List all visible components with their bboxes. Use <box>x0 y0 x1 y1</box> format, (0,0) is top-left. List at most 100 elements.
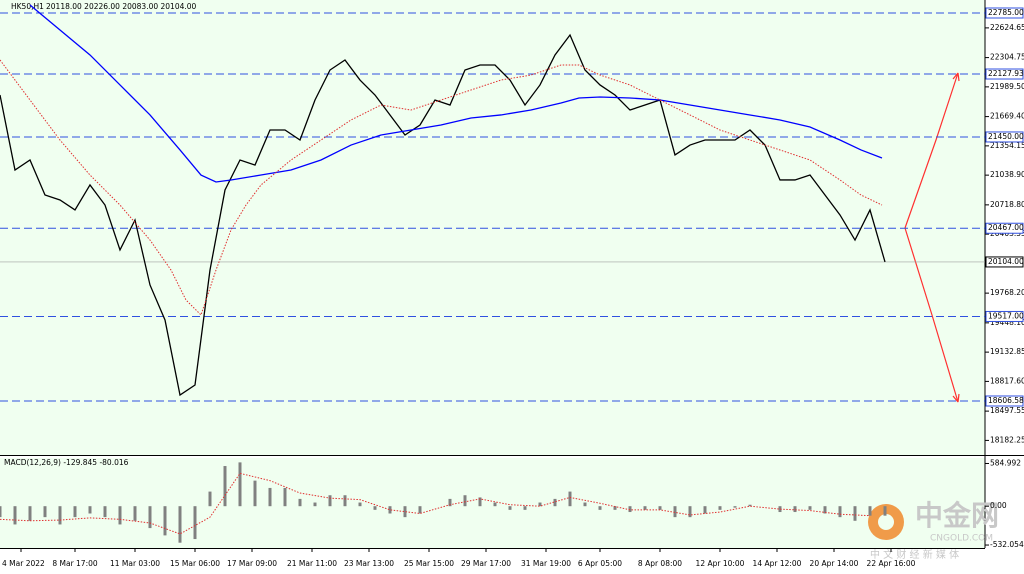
arrow-down <box>904 227 959 403</box>
macd-bar <box>748 504 752 507</box>
macd-bar <box>868 506 872 516</box>
macd-bar <box>643 506 647 510</box>
x-tick-label: 23 Mar 13:00 <box>344 559 394 568</box>
macd-bar <box>283 487 287 507</box>
level-label: 20467.00 <box>988 223 1024 232</box>
y-tick-label: 21989.50 <box>990 82 1024 91</box>
y-tick-label: 19132.85 <box>990 347 1024 356</box>
x-tick-label: 4 Mar 2022 <box>2 559 45 568</box>
macd-bar <box>373 506 377 510</box>
macd-bar <box>148 506 152 529</box>
y-tick-label: 20718.80 <box>990 200 1024 209</box>
y-tick-label: 22624.65 <box>990 23 1024 32</box>
arrow-head <box>952 393 960 403</box>
x-tick-label: 8 Apr 08:00 <box>638 559 682 568</box>
macd-bar <box>778 506 782 513</box>
macd-bar <box>793 506 797 513</box>
macd-bar <box>418 506 422 514</box>
macd-bar <box>523 506 527 510</box>
level-label: 22785.00 <box>988 8 1024 17</box>
x-tick-label: 17 Mar 09:00 <box>227 559 277 568</box>
macd-bar <box>508 506 512 510</box>
logo <box>878 514 894 530</box>
brand: 中金网 <box>915 499 999 532</box>
current-price-label: 20104.00 <box>988 257 1024 266</box>
x-tick-label: 29 Mar 17:00 <box>461 559 511 568</box>
macd-bar <box>823 506 827 514</box>
macd-bar <box>58 506 62 525</box>
macd-bar <box>883 506 887 516</box>
y-tick-label: 21354.15 <box>990 141 1024 150</box>
macd-bar <box>388 506 392 514</box>
y-tick-label: 0.00 <box>990 501 1007 510</box>
y-tick-label: 18817.60 <box>990 376 1024 385</box>
macd-bar <box>808 506 812 510</box>
macd-bar <box>478 497 482 507</box>
macd-bar <box>223 466 227 507</box>
macd-bar <box>703 506 707 514</box>
macd-bar <box>448 498 452 507</box>
macd-bar <box>178 506 182 543</box>
macd-bar <box>733 506 737 508</box>
macd-bar <box>403 506 407 518</box>
macd-bar <box>313 502 317 507</box>
level-box <box>985 310 1024 322</box>
level-box <box>985 7 1024 19</box>
level-box <box>985 222 1024 234</box>
level-box <box>985 68 1024 80</box>
macd-bar <box>343 495 347 507</box>
y-tick-label: -532.054 <box>990 540 1024 549</box>
macd-bar <box>538 502 542 507</box>
x-tick-label: 11 Mar 03:00 <box>110 559 160 568</box>
level-label: 18606.58 <box>988 396 1024 405</box>
arrows <box>904 72 960 403</box>
y-tick-label: 21038.90 <box>990 170 1024 179</box>
macd-bar <box>358 502 362 507</box>
macd-bar <box>28 506 32 521</box>
macd-title: MACD(12,26,9) -129.845 -80.016 <box>4 458 129 467</box>
x-tick-label: 8 Mar 17:00 <box>52 559 98 568</box>
macd-bar <box>73 506 77 518</box>
x-tick-label: 12 Apr 10:00 <box>696 559 745 568</box>
y-tick-label: 18497.55 <box>990 406 1024 415</box>
x-tick-label: 25 Mar 15:00 <box>404 559 454 568</box>
line <box>29 4 883 183</box>
macd-bar <box>163 506 167 536</box>
line <box>0 59 883 316</box>
ohlc: 20118.00 20226.00 20083.00 20104.00 <box>46 2 197 11</box>
macd-bar <box>133 506 137 521</box>
y-tick-label: 19768.20 <box>990 288 1024 297</box>
y-tick-label: 22304.75 <box>990 53 1024 62</box>
arrow-head <box>952 72 960 82</box>
macd-bar <box>253 480 257 507</box>
macd-bar <box>568 491 572 507</box>
macd-bar <box>13 506 17 525</box>
macd-bar <box>838 506 842 518</box>
symbol: HK50,H1 <box>11 2 44 11</box>
x-tick-label: 21 Mar 11:00 <box>287 559 337 568</box>
level-box <box>985 395 1024 407</box>
macd-bar <box>718 506 722 510</box>
line <box>0 472 871 535</box>
macd-bar <box>463 495 467 507</box>
macd-bar <box>88 506 92 514</box>
level-label: 22127.93 <box>988 69 1024 78</box>
level-label: 21450.00 <box>988 132 1024 141</box>
main-panel <box>0 0 985 455</box>
macd-bar <box>103 506 107 518</box>
macd-bar <box>193 506 197 540</box>
site: CNGOLD.COM <box>930 534 993 544</box>
macd-bar <box>208 491 212 507</box>
macd-bar <box>0 506 2 518</box>
level-label: 19517.00 <box>988 311 1024 320</box>
macd-bar <box>673 506 677 518</box>
x-tick-label: 6 Apr 05:00 <box>578 559 622 568</box>
x-tick-label: 14 Apr 12:00 <box>753 559 802 568</box>
watermark: 中金网 CNGOLD.COM 中 文 财 经 新 媒 体 <box>868 499 999 561</box>
arrow-up <box>904 72 959 229</box>
macd-bar <box>853 506 857 521</box>
x-tick-label: 31 Mar 19:00 <box>521 559 571 568</box>
macd-bar <box>583 502 587 507</box>
macd-bar <box>238 462 242 507</box>
